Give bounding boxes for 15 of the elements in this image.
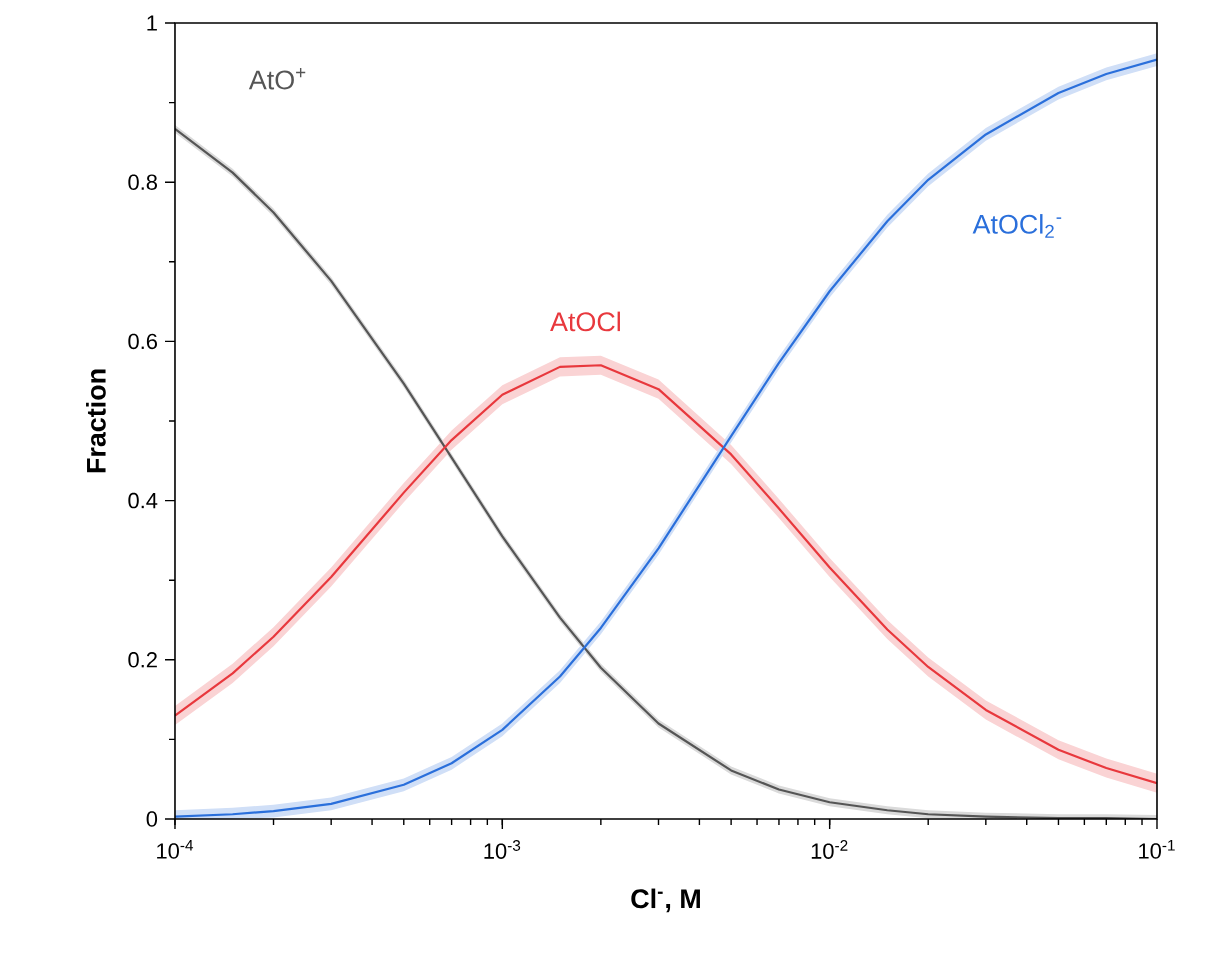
y-tick-label: 0 bbox=[146, 811, 158, 827]
text: AtOCl$_{2}$- bbox=[972, 214, 1062, 238]
text: AtO$^{+}$ bbox=[248, 67, 306, 90]
x-tick-label: 10$^{-4}$ bbox=[157, 840, 194, 859]
y-tick-label: 0.8 bbox=[128, 174, 157, 190]
x-tick-label: 10$^{-2}$ bbox=[811, 840, 848, 859]
y-tick-label: 0.4 bbox=[128, 492, 158, 509]
y-tick-label: 0.6 bbox=[128, 333, 157, 350]
series-label: AtOCl bbox=[550, 311, 620, 332]
x-axis-title: Cl$^{-}$, M bbox=[631, 888, 700, 913]
x-tick-label: 10$^{-1}$ bbox=[1139, 840, 1175, 859]
y-axis-title: Fraction bbox=[86, 369, 106, 473]
y-tick-label: 1 bbox=[147, 15, 157, 31]
x-tick-label: 10$^{-3}$ bbox=[484, 840, 521, 859]
y-tick-label: 0.2 bbox=[128, 652, 157, 668]
